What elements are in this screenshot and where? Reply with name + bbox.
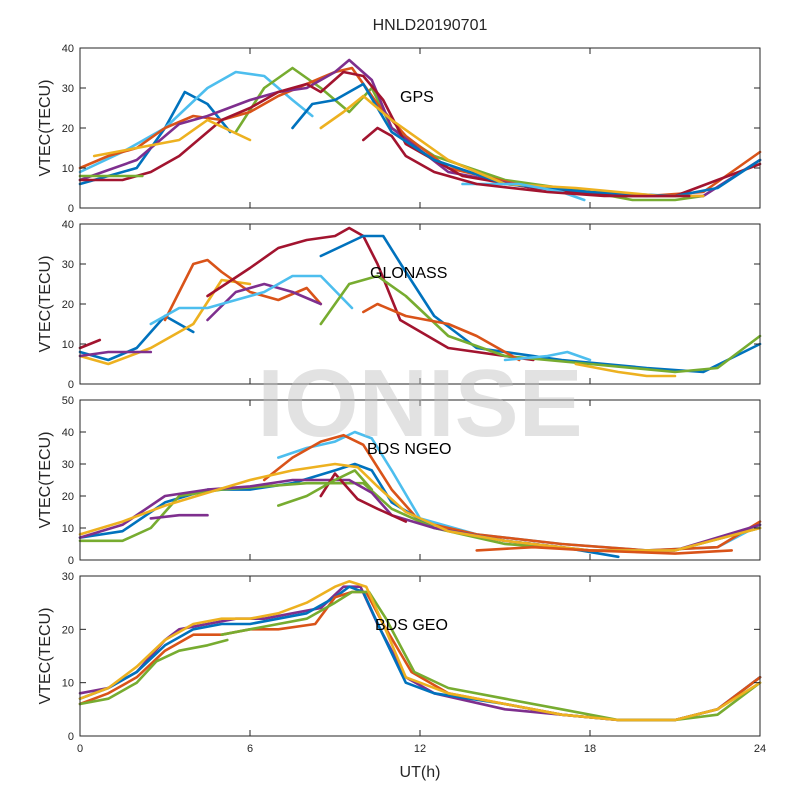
y-tick-label: 20 (62, 491, 74, 503)
panel-4: 0 10 20 30 0 6 12 18 24 VTEC(TECU) UT(h) BDS GEO (37, 571, 766, 781)
series-line-10 (361, 302, 521, 362)
series-line-1 (78, 90, 232, 186)
panel-label: GLONASS (370, 265, 447, 282)
series-line-4 (163, 258, 323, 322)
series-line-7 (319, 472, 408, 523)
series-line-8 (319, 234, 762, 374)
y-tick-label: 0 (68, 555, 74, 567)
watermark: IONISE (257, 350, 582, 457)
y-axis-label: VTEC(TECU) (37, 80, 54, 177)
panel-label: GPS (400, 89, 434, 106)
series-line-2 (78, 70, 314, 174)
x-axis-label: UT(h) (400, 764, 441, 781)
series-line-2 (78, 314, 195, 362)
y-axis-label: VTEC(TECU) (37, 256, 54, 353)
y-tick-label: 20 (62, 123, 74, 135)
series-line-6 (78, 462, 762, 552)
y-tick-label: 0 (68, 203, 74, 215)
series-line-12 (361, 126, 691, 198)
series-group (78, 579, 762, 722)
y-tick-label: 10 (62, 339, 74, 351)
y-tick-label: 0 (68, 731, 74, 743)
series-line-13 (574, 362, 677, 378)
y-tick-label: 30 (62, 83, 74, 95)
plot-background (80, 400, 760, 560)
y-axis-label: VTEC(TECU) (37, 608, 54, 705)
y-tick-label: 10 (62, 523, 74, 535)
series-line-10 (475, 545, 734, 555)
panels: 0 10 20 30 40 VTEC(TECU) GPS 0 10 20 30 40 VTEC(TECU… (37, 43, 766, 781)
x-tick-label: 12 (414, 743, 426, 755)
plot-background (80, 224, 760, 384)
plot-background (80, 48, 760, 208)
y-tick-label: 40 (62, 427, 74, 439)
figure-title: HNLD20190701 (373, 17, 488, 34)
series-line-8 (291, 82, 762, 198)
series-line-6 (149, 274, 354, 326)
series-group (78, 58, 762, 202)
series-line-7 (92, 118, 252, 158)
panel-1: 0 10 20 30 40 VTEC(TECU) GPS (37, 43, 762, 215)
y-tick-label: 30 (62, 459, 74, 471)
series-line-7 (206, 226, 535, 362)
series-line-12 (78, 350, 153, 358)
y-axis-label: VTEC(TECU) (37, 432, 54, 529)
y-tick-label: 30 (62, 571, 74, 583)
y-tick-label: 10 (62, 163, 74, 175)
plot-background (80, 576, 760, 736)
series-line-9 (319, 274, 762, 374)
series-line-11 (461, 182, 586, 202)
series-line-8 (276, 469, 374, 507)
series-group (78, 226, 762, 378)
series-line-3 (78, 278, 252, 366)
series-line-10 (319, 94, 705, 198)
y-tick-label: 40 (62, 219, 74, 231)
x-tick-label: 18 (584, 743, 596, 755)
series-line-1 (78, 338, 102, 350)
y-tick-label: 50 (62, 395, 74, 407)
series-line-9 (149, 513, 209, 520)
y-tick-label: 10 (62, 678, 74, 690)
series-group (78, 430, 762, 559)
series-line-4 (78, 638, 229, 706)
y-tick-label: 20 (62, 624, 74, 636)
panel-label: BDS NGEO (367, 441, 451, 458)
x-tick-label: 24 (754, 743, 766, 755)
y-tick-label: 40 (62, 43, 74, 55)
y-tick-label: 30 (62, 259, 74, 271)
x-tick-label: 6 (247, 743, 253, 755)
y-tick-label: 20 (62, 299, 74, 311)
series-line-11 (503, 350, 592, 362)
y-tick-label: 0 (68, 379, 74, 391)
x-tick-label: 0 (77, 743, 83, 755)
panel-2: 0 10 20 30 40 VTEC(TECU) GLONASS (37, 219, 762, 391)
panel-3: 0 10 20 30 40 50 VTEC(TECU) BDS NGEO (37, 395, 762, 567)
panel-label: BDS GEO (375, 617, 448, 634)
series-line-6 (78, 579, 762, 722)
